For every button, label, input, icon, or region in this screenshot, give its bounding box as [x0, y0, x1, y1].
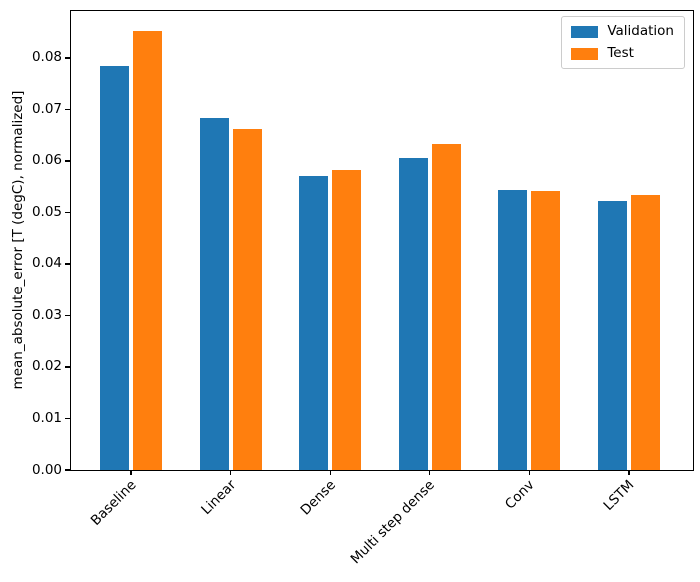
- bar-test-baseline: [133, 31, 162, 470]
- y-tick-mark: [65, 211, 70, 214]
- x-tick-mark: [130, 471, 132, 475]
- y-tick-label: 0.08: [31, 49, 62, 66]
- legend-swatch-validation: [571, 25, 599, 38]
- x-tick-mark: [528, 471, 531, 475]
- legend-label-validation: Validation: [607, 23, 674, 39]
- bar-validation-conv: [498, 189, 528, 470]
- y-tick-label: 0.06: [31, 152, 62, 169]
- y-tick-label: 0.00: [31, 461, 62, 478]
- x-tick-label-dense: Dense: [297, 477, 339, 519]
- plot-area: 0.00 0.01 0.02 0.03 0.04 0.05 0.06 0.07 0.08 Bas…: [32, 10, 694, 567]
- bar-test-linear: [232, 128, 262, 470]
- x-tick-label-lstm: LSTM: [600, 477, 638, 514]
- y-tick-label: 0.05: [31, 203, 62, 220]
- x-tick-mark: [329, 471, 331, 475]
- legend-label-test: Test: [607, 45, 634, 61]
- legend-entry-validation: Validation: [571, 24, 674, 39]
- y-tick-mark: [65, 314, 70, 317]
- y-tick-label: 0.07: [31, 100, 62, 117]
- y-tick-mark: [65, 263, 70, 265]
- bar-validation-multi-step-dense: [398, 158, 428, 470]
- bar-validation-linear: [199, 117, 229, 470]
- bar-test-multi-step-dense: [431, 143, 461, 470]
- bar-validation-dense: [299, 175, 329, 470]
- x-tick-label-conv: Conv: [502, 477, 538, 513]
- bar-test-conv: [531, 190, 561, 470]
- legend: Validation Test: [561, 16, 685, 69]
- x-tick-mark: [229, 471, 232, 475]
- x-tick-label-multi-step-dense: Multi step dense: [347, 477, 439, 568]
- y-tick-label: 0.03: [31, 306, 62, 323]
- x-tick-mark: [429, 471, 431, 475]
- bar-test-dense: [332, 170, 362, 470]
- y-tick-mark: [65, 417, 70, 420]
- legend-entry-test: Test: [571, 46, 674, 61]
- y-tick-mark: [65, 108, 70, 111]
- bar-validation-lstm: [598, 200, 627, 470]
- x-tick-mark: [628, 471, 630, 475]
- y-tick-mark: [65, 57, 70, 59]
- x-tick-label-linear: Linear: [197, 477, 239, 518]
- y-tick-mark: [65, 469, 70, 471]
- y-tick-label: 0.02: [31, 358, 62, 375]
- y-axis-label: mean_absolute_error [T (degC), normalize…: [10, 90, 26, 390]
- y-tick-label: 0.01: [31, 409, 62, 426]
- legend-swatch-test: [571, 47, 599, 60]
- y-tick-label: 0.04: [31, 255, 62, 272]
- y-tick-mark: [65, 366, 70, 368]
- y-tick-mark: [65, 160, 70, 162]
- bar-test-lstm: [631, 195, 660, 470]
- x-tick-label-baseline: Baseline: [87, 477, 140, 529]
- bar-validation-baseline: [100, 65, 129, 470]
